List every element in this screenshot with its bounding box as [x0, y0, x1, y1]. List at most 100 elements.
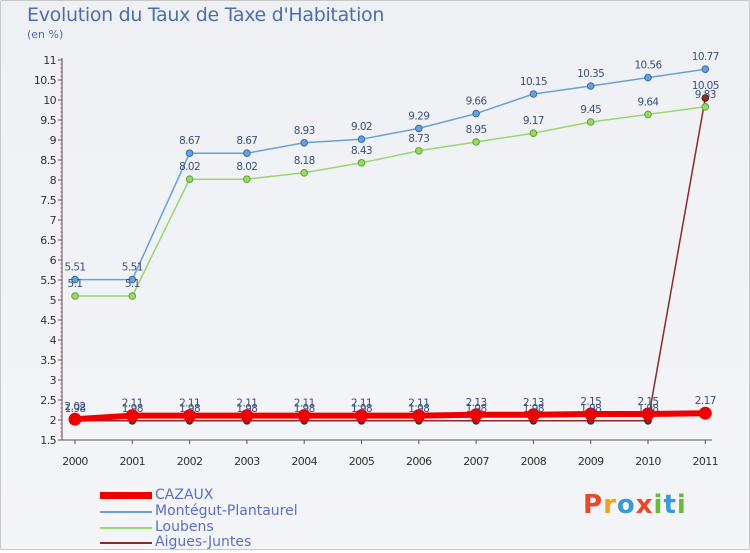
legend-label: Montégut-Plantaurel [155, 503, 298, 519]
data-point [469, 408, 483, 422]
x-tick-label: 2008 [521, 455, 547, 468]
legend-swatch [100, 511, 152, 513]
data-label: 9.17 [523, 115, 544, 127]
series-line-Aigues-Juntes [75, 97, 707, 422]
chart-value-labels: 2.02 2.11 2.11 2.11 2.11 2.11 2.11 2.13 2.13 2.15… [65, 51, 720, 415]
data-label: 2.13 [523, 397, 544, 409]
data-label: 9.64 [638, 96, 660, 108]
y-tick-label: 4 [50, 334, 57, 347]
data-label: 8.02 [236, 161, 257, 173]
y-tick-label: 10 [43, 94, 56, 107]
data-label: 2.11 [122, 398, 143, 410]
data-point [472, 138, 480, 146]
data-point [526, 408, 540, 422]
data-label: 1.98 [351, 403, 372, 415]
data-label: 2.11 [408, 398, 429, 410]
y-tick-label: 2.5 [40, 394, 56, 407]
y-tick-label: 6.5 [40, 234, 56, 247]
data-label: 5.1 [68, 278, 83, 290]
data-point [701, 103, 710, 111]
data-label: 1.98 [65, 403, 86, 415]
chart-axes: 1.5 2 2.5 3 3.5 4 4.5 5 5.5 6 6.5 7 7.5 8 8.5 9 9.5 10 10.… [34, 54, 719, 468]
data-label: 2.15 [638, 396, 659, 408]
x-tick-label: 2006 [406, 455, 432, 468]
data-label: 8.18 [294, 155, 315, 167]
data-label: 9.02 [351, 121, 372, 133]
y-tick-label: 7 [50, 214, 57, 227]
data-label: 1.98 [580, 403, 601, 415]
data-label: 2.13 [466, 397, 487, 409]
data-point [641, 407, 655, 421]
y-tick-label: 8.5 [40, 154, 56, 167]
chart-lines [68, 65, 712, 426]
data-label: 8.67 [179, 135, 200, 147]
y-tick-label: 10.5 [34, 74, 57, 87]
data-point [71, 275, 79, 284]
data-point [297, 409, 311, 423]
data-label: 9.45 [580, 104, 601, 116]
data-point [644, 110, 652, 119]
data-point [644, 73, 652, 82]
data-label: 2.02 [65, 401, 86, 413]
data-label: 8.67 [236, 135, 257, 147]
data-label: 1.98 [408, 403, 429, 415]
logo-letter: i [676, 490, 687, 520]
data-point [243, 175, 251, 183]
data-point [412, 409, 426, 423]
data-point [472, 109, 480, 118]
data-label: 5.51 [65, 262, 86, 274]
x-tick-label: 2000 [62, 455, 88, 468]
y-tick-label: 7.5 [40, 194, 56, 207]
data-label: 1.98 [523, 403, 544, 415]
data-point [300, 169, 309, 177]
data-label: 5.1 [125, 278, 140, 290]
data-point [586, 82, 595, 90]
data-point [243, 149, 251, 157]
chart-title: Evolution du Taux de Taxe d'Habitation [27, 4, 385, 26]
data-point [701, 65, 710, 73]
data-point [128, 292, 137, 300]
data-point [300, 139, 309, 147]
data-label: 10.35 [577, 68, 604, 80]
data-label: 2.15 [580, 396, 601, 408]
x-tick-label: 2010 [635, 455, 661, 468]
logo-letter: o [616, 490, 636, 520]
data-point [701, 94, 710, 102]
y-tick-label: 3 [50, 374, 57, 387]
data-point [355, 409, 368, 423]
data-label: 5.51 [122, 262, 143, 274]
data-point [183, 409, 197, 423]
data-label: 2.17 [695, 395, 716, 407]
logo-letter: i [653, 490, 664, 520]
data-point [529, 129, 538, 137]
data-label: 2.11 [294, 398, 315, 410]
proxiti-logo: Proxiti [583, 490, 687, 520]
data-point [584, 407, 598, 421]
y-tick-label: 2 [50, 414, 56, 427]
data-point [586, 118, 595, 126]
x-tick-label: 2009 [578, 455, 604, 468]
x-tick-label: 2002 [177, 455, 203, 468]
data-point [68, 412, 82, 426]
data-point [357, 135, 366, 143]
data-label: 10.77 [692, 51, 719, 63]
data-label: 1.98 [466, 403, 487, 415]
data-label: 1.98 [236, 403, 257, 415]
data-label: 2.11 [179, 398, 200, 410]
data-label: 2.11 [351, 398, 372, 410]
data-point [529, 90, 538, 98]
data-point [415, 147, 423, 155]
data-point [357, 159, 366, 167]
legend-label: Loubens [155, 519, 214, 535]
data-label: 8.95 [466, 124, 487, 136]
data-label: 1.98 [294, 403, 315, 415]
data-point [71, 292, 79, 300]
legend-swatch [100, 492, 152, 499]
data-point [698, 406, 712, 420]
data-label: 1.98 [122, 403, 143, 415]
data-point [415, 124, 423, 133]
y-tick-label: 1.5 [40, 434, 56, 447]
y-tick-label: 6 [50, 254, 57, 267]
